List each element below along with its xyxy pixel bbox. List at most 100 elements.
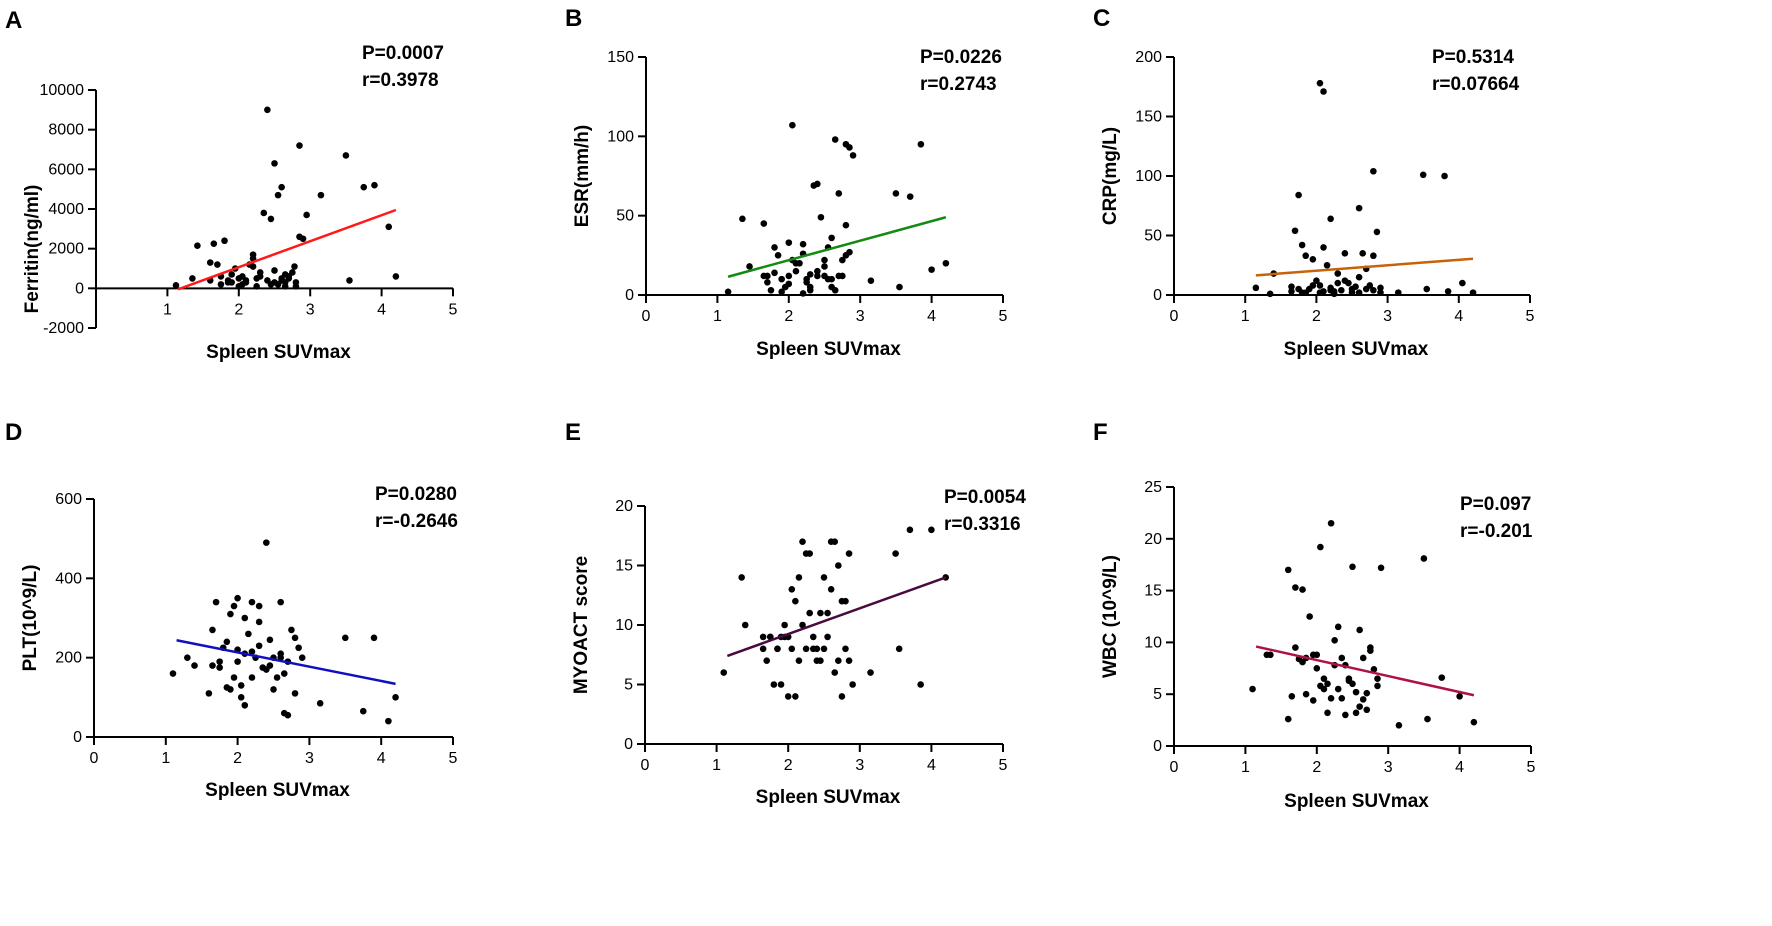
data-point [760, 220, 768, 227]
data-point [763, 657, 771, 664]
data-point [267, 281, 275, 288]
data-point [824, 609, 831, 617]
data-point [288, 626, 295, 634]
data-point [284, 711, 292, 719]
data-point [1302, 252, 1310, 260]
data-point [1438, 674, 1446, 681]
data-point [227, 686, 234, 693]
data-point [241, 614, 249, 622]
panel-letter: D [5, 419, 22, 446]
data-point [189, 275, 196, 282]
x-tick-label: 5 [999, 308, 1008, 325]
data-point [1395, 721, 1403, 729]
data-point [1334, 685, 1342, 693]
data-point [266, 662, 274, 669]
x-tick-label: 3 [1384, 759, 1393, 776]
data-point [1355, 273, 1363, 281]
data-point [846, 248, 853, 256]
data-point [814, 180, 821, 188]
data-point [223, 638, 231, 646]
x-tick-label: 4 [1454, 308, 1463, 325]
x-tick-label: 1 [163, 301, 172, 318]
data-point [771, 244, 778, 251]
data-point [255, 602, 263, 610]
data-point [774, 252, 782, 259]
data-point [205, 690, 213, 697]
y-tick-label: 600 [55, 491, 82, 508]
data-point [835, 562, 842, 569]
y-tick-label: 2000 [48, 241, 84, 258]
panel-a: A -2000 0 2000 4000 6000 8000 10000 1 2 3 4 5 Spleen … [5, 7, 458, 363]
data-point [928, 266, 935, 273]
y-tick-label: 200 [55, 650, 82, 667]
data-point [828, 275, 835, 283]
r-value-label: r=-0.2646 [375, 511, 458, 532]
r-value-label: r=-0.201 [1460, 521, 1533, 542]
data-point [720, 669, 728, 676]
data-point [784, 693, 792, 700]
data-point [255, 618, 263, 626]
data-point [799, 240, 807, 248]
data-point [795, 574, 803, 581]
data-point [738, 574, 745, 581]
panel-letter: A [5, 7, 22, 34]
data-point [278, 183, 285, 191]
x-tick-label: 2 [1312, 759, 1321, 776]
data-point [1288, 692, 1296, 700]
data-point [1338, 654, 1346, 662]
panel-letter: C [1093, 5, 1110, 32]
data-point [1299, 658, 1306, 666]
x-tick-label: 0 [641, 757, 650, 774]
data-point [209, 626, 216, 634]
data-point [792, 267, 800, 275]
data-point [867, 277, 875, 285]
data-point [1320, 288, 1327, 295]
data-point [739, 215, 746, 223]
data-point [1419, 171, 1427, 179]
x-tick-label: 4 [377, 301, 386, 318]
data-point [785, 280, 793, 288]
data-point [767, 633, 774, 641]
y-tick-label: 5 [1153, 686, 1162, 703]
regression-line [1255, 645, 1475, 697]
data-point [1359, 250, 1366, 257]
data-point [1302, 690, 1310, 698]
data-point [1338, 286, 1345, 294]
data-point [371, 181, 378, 189]
data-point [777, 681, 785, 688]
x-tick-label: 2 [233, 750, 242, 767]
y-tick-label: 0 [624, 736, 633, 753]
panel-e: E 0 5 10 15 20 0 1 2 3 4 5 Spleen SUVmax MYOACT score… [565, 419, 1026, 808]
data-point [799, 538, 806, 545]
x-tick-label: 2 [784, 757, 793, 774]
data-point [359, 707, 367, 715]
data-point [842, 645, 849, 653]
x-axis-title: Spleen SUVmax [756, 339, 901, 360]
y-tick-label: 100 [607, 128, 634, 145]
data-point [788, 586, 796, 593]
data-point [296, 233, 303, 241]
data-point [303, 211, 310, 219]
data-point [263, 539, 270, 546]
data-point [285, 275, 293, 282]
data-point [1317, 543, 1324, 551]
panel-c: C 0 50 100 150 200 0 1 2 3 4 5 Spleen SUVmax CRP(mg/L… [1093, 5, 1535, 360]
data-point [1327, 519, 1335, 527]
data-point [821, 256, 828, 264]
data-point [817, 213, 825, 221]
y-tick-label: 100 [1135, 168, 1162, 185]
x-tick-label: 1 [713, 308, 722, 325]
x-axis-title: Spleen SUVmax [756, 787, 901, 808]
data-point [792, 259, 800, 267]
data-point [267, 215, 275, 223]
data-point [206, 259, 214, 266]
data-point [216, 658, 223, 665]
x-tick-label: 0 [1170, 759, 1179, 776]
data-point [1334, 279, 1342, 287]
y-tick-label: 50 [1144, 228, 1162, 245]
y-tick-label: 10 [1144, 634, 1162, 651]
data-point [1266, 290, 1274, 298]
data-point [1327, 284, 1334, 292]
x-tick-label: 1 [712, 757, 721, 774]
data-point [289, 269, 296, 276]
